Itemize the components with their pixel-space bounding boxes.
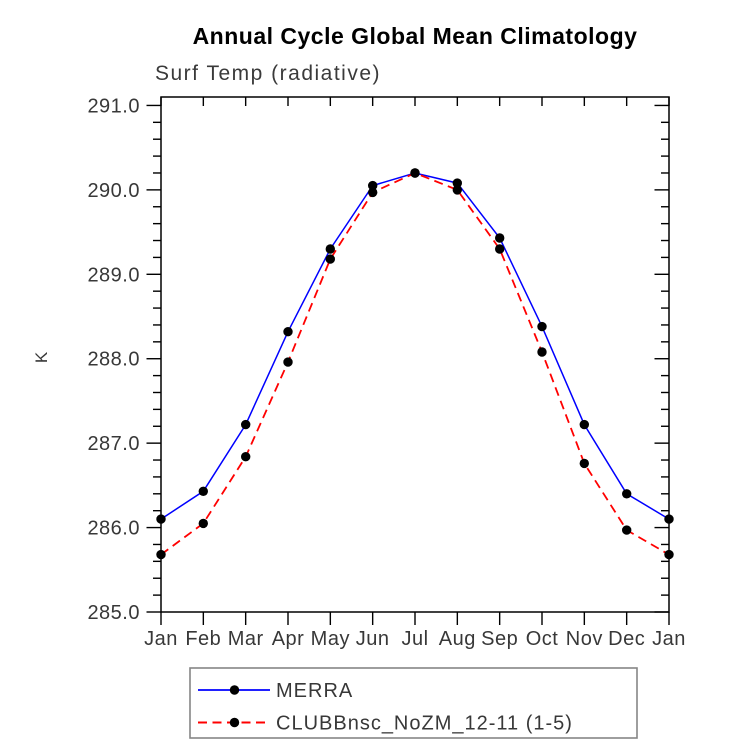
x-tick-label: Nov — [566, 628, 603, 650]
x-tick-label: Dec — [608, 628, 645, 650]
x-tick-label: Jan — [652, 628, 686, 650]
y-tick-label: 285.0 — [87, 602, 140, 624]
x-tick-label: May — [311, 628, 350, 650]
data-point-marker — [537, 321, 547, 332]
data-point-marker — [579, 458, 589, 469]
series-line-0 — [160, 172, 670, 520]
series-line-1 — [160, 172, 670, 556]
data-series-lines — [160, 172, 670, 556]
data-point-marker — [198, 518, 208, 529]
x-tick-label: Jun — [356, 628, 390, 650]
data-point-marker — [283, 327, 293, 337]
data-point-marker — [283, 357, 293, 367]
data-point-marker — [410, 168, 420, 178]
data-point-marker — [537, 347, 547, 357]
x-tick-label: Oct — [526, 628, 559, 650]
x-tick-label: Apr — [272, 628, 305, 650]
x-tick-label: Mar — [228, 628, 264, 650]
data-point-marker — [495, 233, 505, 243]
data-point-marker — [241, 419, 251, 430]
plot-frame — [160, 96, 670, 613]
data-point-marker — [579, 419, 589, 430]
legend-clubb-label: CLUBBnsc_NoZM_12-11 (1-5) — [276, 713, 573, 735]
data-point-marker — [622, 489, 632, 499]
y-tick-label: 290.0 — [87, 180, 140, 202]
legend-merra-label: MERRA — [276, 680, 353, 702]
data-point-marker — [241, 452, 251, 462]
chart-title: Annual Cycle Global Mean Climatology — [193, 23, 638, 49]
legend: MERRA CLUBBnsc_NoZM_12-11 (1-5) — [189, 667, 638, 739]
y-tick-label: 289.0 — [87, 264, 140, 286]
data-point-marker — [325, 254, 335, 264]
y-tick-label: 288.0 — [87, 349, 140, 371]
y-tick-label: 286.0 — [87, 518, 140, 540]
axis-tick-labels: Jan Feb Mar Apr May Jun Jul Aug Sep Oct Nov Dec Jan2… — [87, 95, 685, 650]
data-point-marker — [325, 244, 335, 254]
data-point-marker — [622, 525, 632, 535]
data-point-marker — [368, 187, 378, 198]
y-tick-label: 287.0 — [87, 433, 140, 455]
legend-box — [189, 667, 638, 739]
chart-subtitle: Surf Temp (radiative) — [155, 62, 381, 85]
legend-clubb-marker-icon — [229, 717, 240, 728]
x-tick-label: Jul — [401, 628, 428, 650]
x-tick-label: Jan — [144, 628, 178, 650]
legend-merra-marker-icon — [229, 685, 240, 695]
x-tick-label: Feb — [185, 628, 221, 650]
y-axis-title: K — [32, 351, 51, 363]
y-tick-label: 291.0 — [87, 95, 140, 117]
x-tick-label: Aug — [439, 628, 476, 650]
data-point-marker — [452, 178, 462, 188]
data-point-marker — [368, 180, 378, 191]
data-point-marker — [198, 486, 208, 496]
data-point-marker — [452, 185, 462, 195]
axis-ticks — [146, 97, 670, 625]
x-tick-label: Sep — [481, 628, 518, 650]
data-point-markers — [156, 168, 674, 560]
data-point-marker — [495, 244, 505, 254]
